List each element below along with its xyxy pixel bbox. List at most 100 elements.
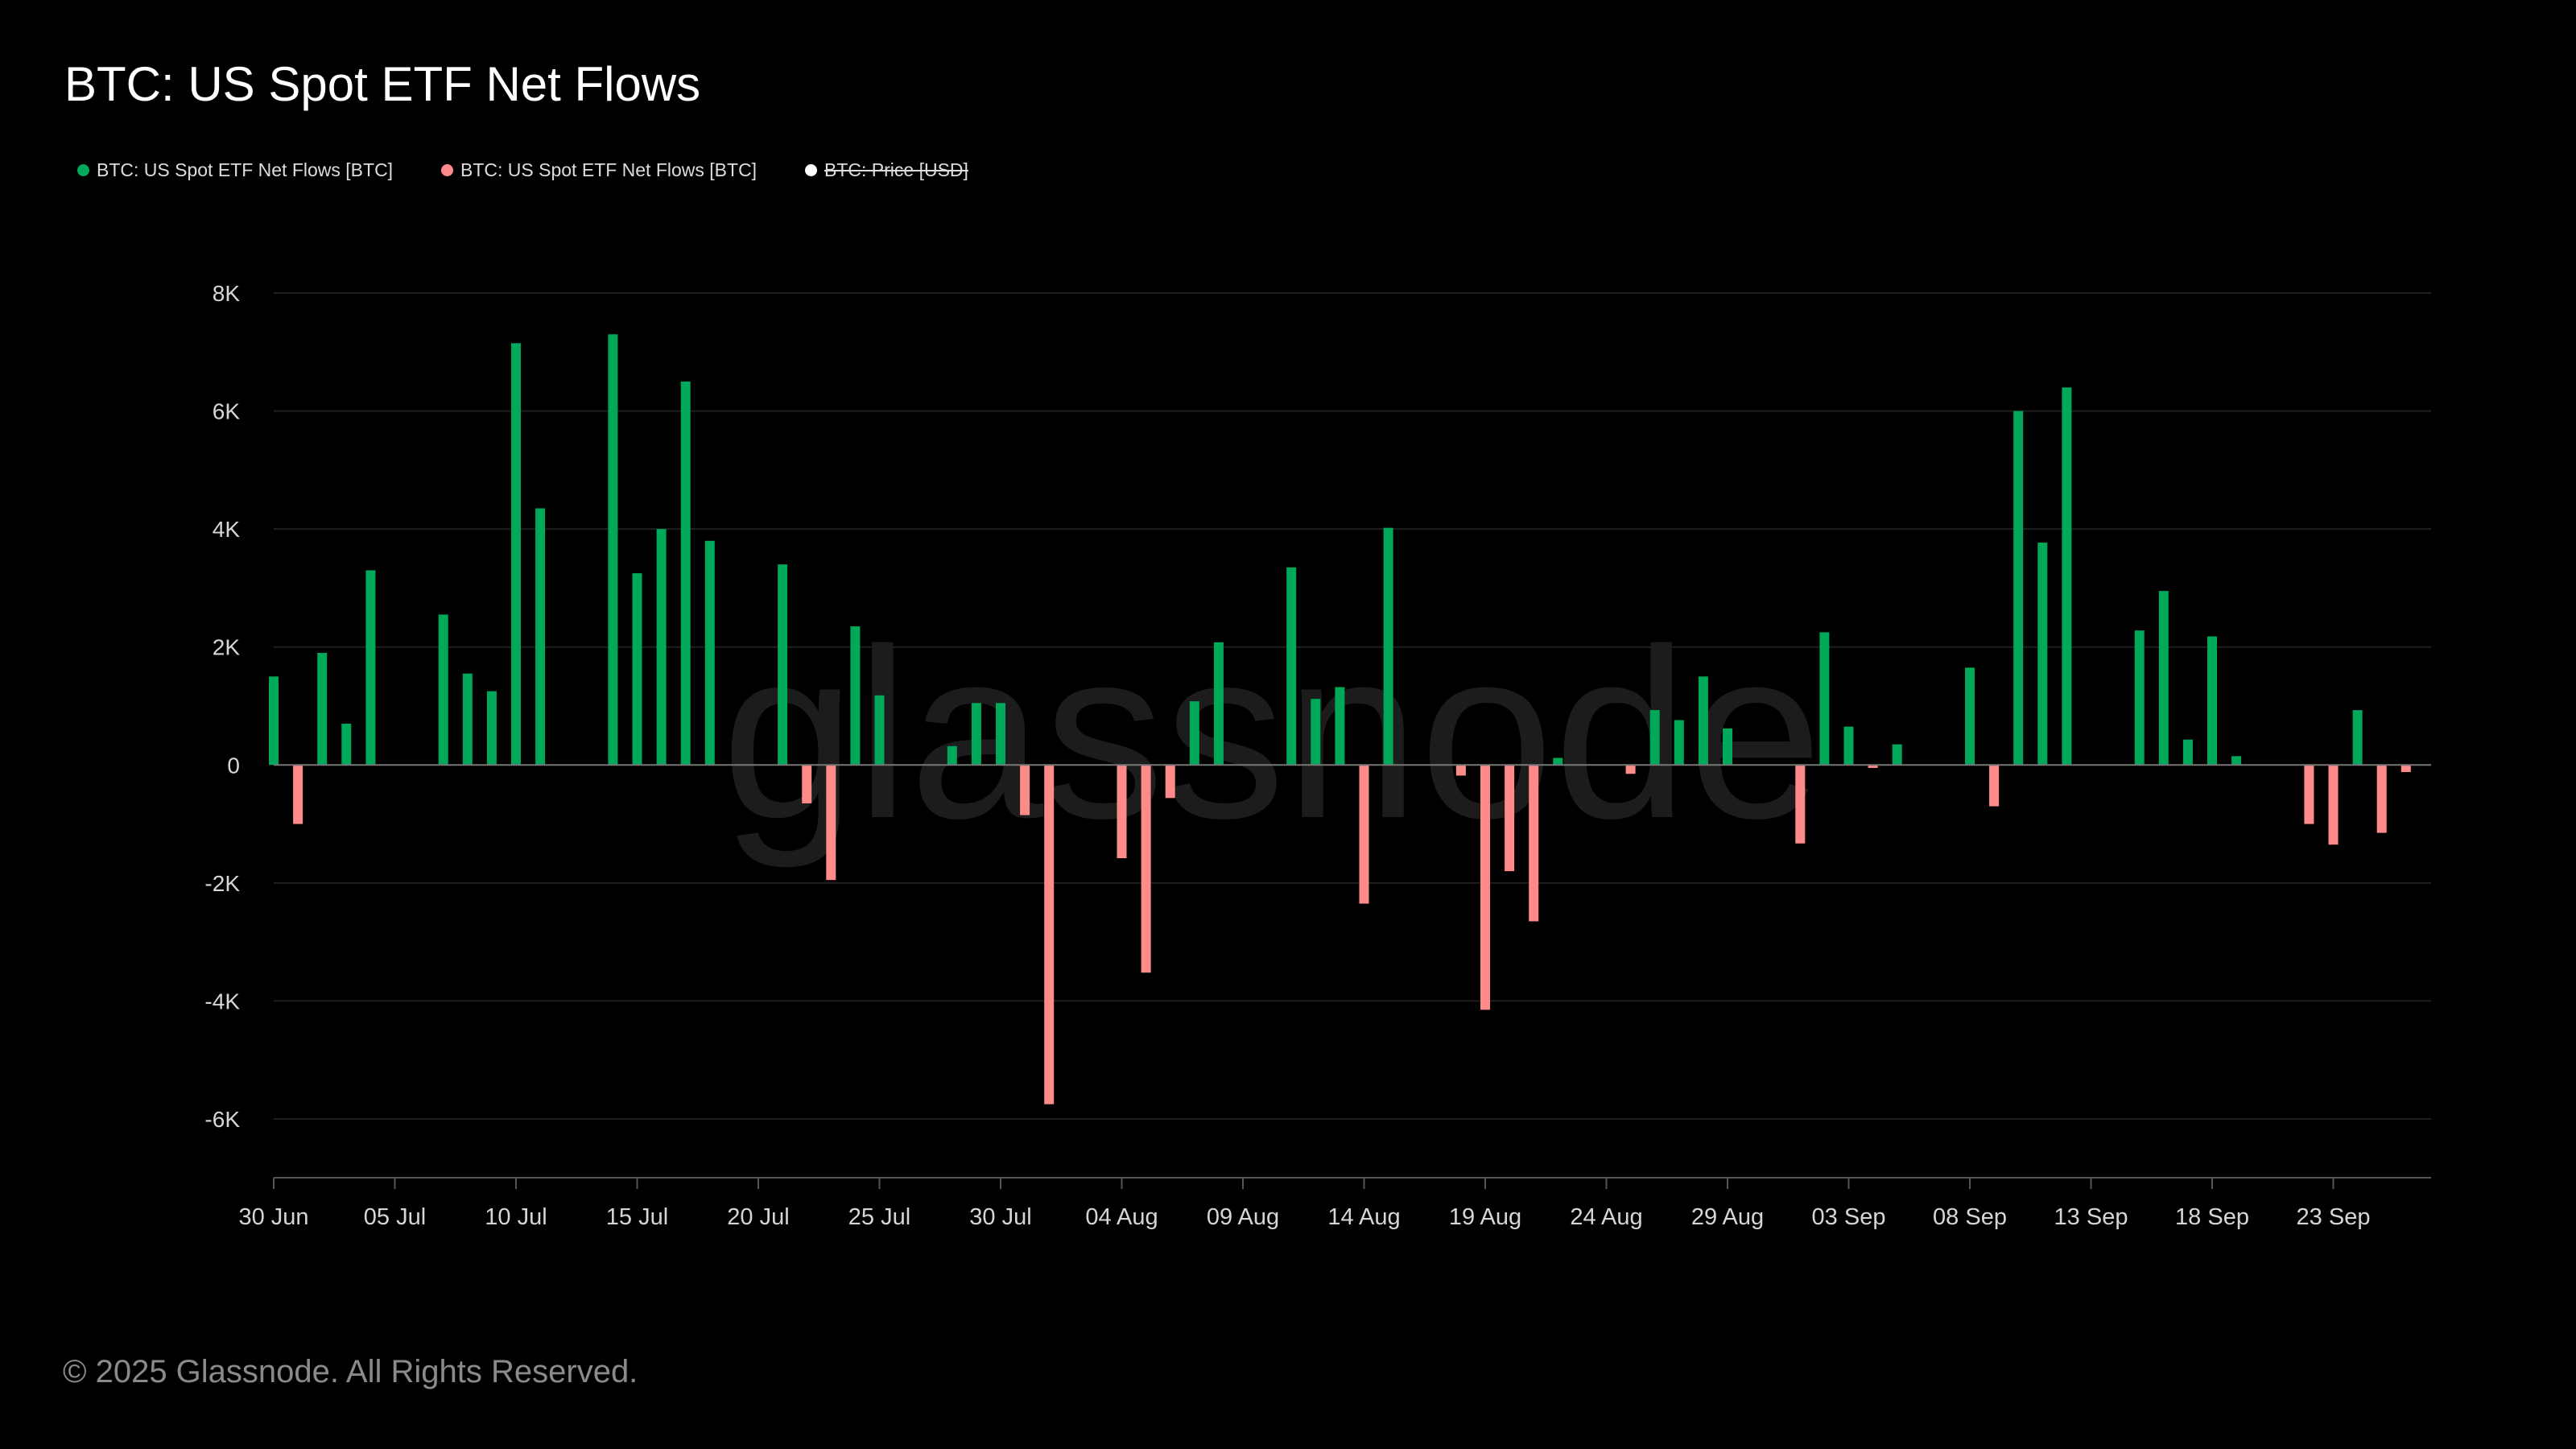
x-tick-label: 08 Sep xyxy=(1933,1204,2007,1230)
x-tick-label: 30 Jun xyxy=(238,1204,308,1230)
bar-outflow xyxy=(1455,765,1466,776)
bar-outflow xyxy=(2376,765,2387,833)
legend-label: BTC: US Spot ETF Net Flows [BTC] xyxy=(460,159,758,180)
y-tick-label: 4K xyxy=(213,517,241,542)
y-tick-label: -6K xyxy=(204,1107,240,1132)
bar-inflow xyxy=(2013,411,2024,766)
bar-inflow xyxy=(1723,728,1732,766)
bar-inflow xyxy=(269,676,279,766)
bar-inflow xyxy=(2158,591,2169,766)
bar-inflow xyxy=(632,573,642,766)
bar-inflow xyxy=(511,343,521,766)
bars xyxy=(269,334,2411,1104)
bar-inflow xyxy=(2207,636,2217,766)
bar-outflow xyxy=(1165,765,1175,799)
bar-inflow xyxy=(317,653,328,766)
bar-outflow xyxy=(826,765,836,881)
x-tick-label: 14 Aug xyxy=(1327,1204,1400,1230)
bar-inflow xyxy=(778,564,788,766)
y-tick-label: 0 xyxy=(227,753,240,778)
bar-outflow xyxy=(1505,765,1515,872)
bar-outflow xyxy=(1795,765,1806,844)
x-tick-label: 10 Jul xyxy=(485,1204,547,1230)
legend-item-price[interactable]: BTC: Price [USD] xyxy=(805,159,968,181)
bar-outflow xyxy=(1044,765,1055,1104)
y-tick-label: 2K xyxy=(213,635,241,660)
bar-inflow xyxy=(1311,699,1321,766)
y-tick-label: 6K xyxy=(213,399,241,424)
bar-inflow xyxy=(1286,567,1297,766)
bar-inflow xyxy=(1819,632,1830,766)
bar-inflow xyxy=(608,334,618,766)
x-tick-label: 15 Jul xyxy=(606,1204,668,1230)
bar-inflow xyxy=(2352,710,2363,766)
bar-inflow xyxy=(850,626,861,766)
bar-outflow xyxy=(1868,765,1878,768)
chart-title: BTC: US Spot ETF Net Flows xyxy=(64,57,701,111)
bar-inflow xyxy=(704,540,715,766)
legend-item-outflows[interactable]: BTC: US Spot ETF Net Flows [BTC] xyxy=(441,159,757,181)
bar-inflow xyxy=(1383,527,1393,766)
bar-outflow xyxy=(1020,765,1030,815)
bar-inflow xyxy=(2182,739,2193,766)
x-tick-label: 25 Jul xyxy=(848,1204,910,1230)
copyright-text: © 2025 Glassnode. All Rights Reserved. xyxy=(63,1354,638,1389)
bar-outflow xyxy=(2304,765,2314,824)
bar-outflow xyxy=(1625,765,1636,774)
y-tick-label: -2K xyxy=(204,871,240,896)
bar-inflow xyxy=(1965,667,1975,766)
bar-outflow xyxy=(1359,765,1369,904)
bar-inflow xyxy=(486,691,497,766)
legend-label: BTC: US Spot ETF Net Flows [BTC] xyxy=(97,159,394,180)
bar-inflow xyxy=(2134,630,2145,766)
legend-dot-green-icon xyxy=(77,164,89,176)
bar-inflow xyxy=(2062,387,2072,766)
y-tick-label: -4K xyxy=(204,989,240,1013)
bar-outflow xyxy=(1117,765,1127,859)
x-tick-label: 09 Aug xyxy=(1207,1204,1279,1230)
bar-inflow xyxy=(341,723,352,766)
bar-inflow xyxy=(1335,687,1345,766)
bar-inflow xyxy=(1189,701,1199,766)
bar-outflow xyxy=(1141,765,1151,973)
bar-inflow xyxy=(1213,642,1224,766)
bar-outflow xyxy=(1989,765,2000,807)
x-tick-label: 24 Aug xyxy=(1570,1204,1642,1230)
legend-item-inflows[interactable]: BTC: US Spot ETF Net Flows [BTC] xyxy=(77,159,393,181)
bar-inflow xyxy=(365,570,376,766)
bar-inflow xyxy=(1892,744,1902,766)
bar-inflow xyxy=(1553,758,1563,766)
bar-outflow xyxy=(1480,765,1490,1010)
bar-outflow xyxy=(2328,765,2339,845)
bar-inflow xyxy=(1649,710,1660,766)
x-tick-label: 23 Sep xyxy=(2297,1204,2371,1230)
x-tick-label: 30 Jul xyxy=(969,1204,1031,1230)
axes: 8K 6K 4K 2K 0 -2K -4K -6K 30 Jun 05 Jul 10 Jul 15 J… xyxy=(204,281,2431,1230)
x-tick-label: 05 Jul xyxy=(364,1204,426,1230)
legend-dot-white-icon xyxy=(805,164,817,176)
bar-inflow xyxy=(680,381,691,766)
bar-inflow xyxy=(2231,756,2242,766)
bar-inflow xyxy=(656,529,667,766)
bar-inflow xyxy=(971,703,981,766)
x-tick-label: 04 Aug xyxy=(1085,1204,1158,1230)
bar-inflow xyxy=(1674,720,1684,766)
legend: BTC: US Spot ETF Net Flows [BTC] BTC: US… xyxy=(0,159,1127,192)
bar-inflow xyxy=(2037,542,2048,766)
bar-outflow xyxy=(293,765,303,824)
bar-outflow xyxy=(2401,765,2411,773)
watermark-text: glassnode xyxy=(721,598,1823,870)
legend-dot-red-icon xyxy=(441,164,453,176)
x-tick-label: 29 Aug xyxy=(1691,1204,1764,1230)
bar-inflow xyxy=(947,745,957,766)
bar-inflow xyxy=(996,703,1005,766)
x-tick-label: 19 Aug xyxy=(1449,1204,1521,1230)
bar-inflow xyxy=(535,508,546,766)
x-tick-label: 13 Sep xyxy=(2054,1204,2128,1230)
bar-inflow xyxy=(874,695,885,766)
bar-inflow xyxy=(1843,726,1854,766)
x-tick-label: 03 Sep xyxy=(1812,1204,1886,1230)
legend-label: BTC: Price [USD] xyxy=(824,159,968,180)
bar-outflow xyxy=(802,765,812,803)
